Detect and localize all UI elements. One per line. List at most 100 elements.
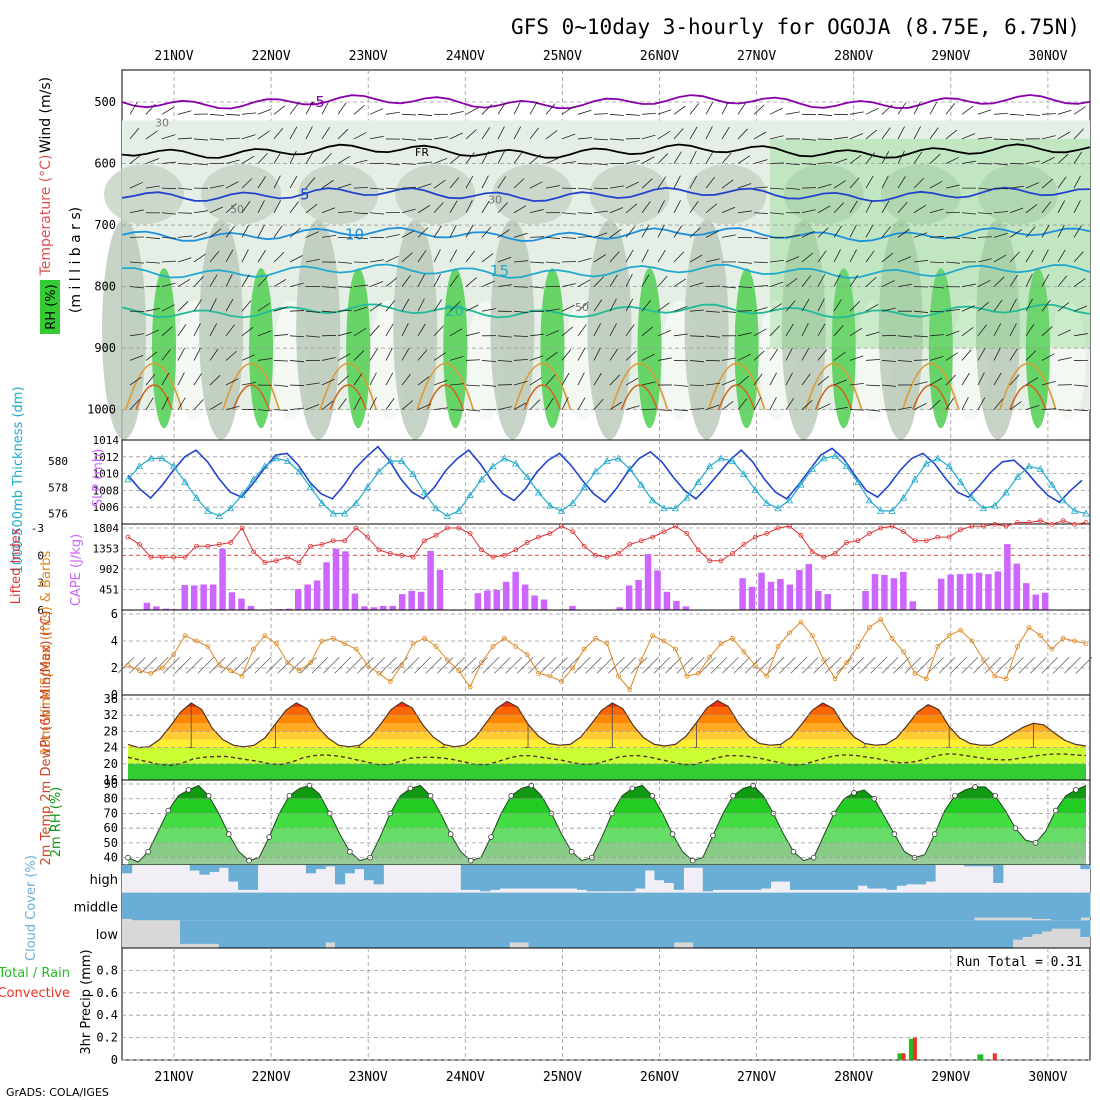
wind-tick-label: 0 bbox=[111, 688, 118, 702]
thickness-point bbox=[455, 507, 463, 514]
wind-barb bbox=[945, 236, 960, 239]
wind-barb bbox=[1057, 329, 1071, 337]
wind-speed-point bbox=[205, 644, 211, 649]
wind-barb bbox=[545, 236, 560, 239]
cape-bar bbox=[796, 570, 803, 610]
wind-barb bbox=[1025, 182, 1040, 189]
wind-barb bbox=[801, 298, 810, 312]
cloud-cell bbox=[606, 892, 617, 921]
wind-barb bbox=[321, 357, 336, 361]
wind-barb bbox=[225, 249, 234, 263]
wind-barb bbox=[305, 335, 320, 338]
wind-barb bbox=[289, 310, 305, 312]
cloud-cell bbox=[625, 892, 636, 921]
wind-barb bbox=[833, 225, 843, 238]
wind-barb bbox=[609, 374, 620, 386]
rh-blob bbox=[589, 164, 670, 225]
wind-barb bbox=[993, 323, 1002, 337]
cloud-cell bbox=[209, 920, 220, 944]
wind-barb bbox=[465, 304, 479, 312]
wind-barb bbox=[337, 183, 352, 189]
temp-bands bbox=[128, 700, 1086, 780]
wind-barb bbox=[353, 212, 368, 215]
wind-speed-point bbox=[581, 646, 587, 652]
li-point bbox=[638, 538, 644, 544]
wind-barb bbox=[849, 200, 858, 213]
cloud-cell bbox=[373, 920, 384, 948]
rh-tick-label: 70 bbox=[104, 806, 118, 820]
wind-barb bbox=[577, 109, 592, 115]
surface-wind-barb bbox=[585, 657, 602, 674]
cloud-cell bbox=[122, 865, 133, 874]
cape-bar bbox=[313, 580, 321, 610]
rh-tick-label: 90 bbox=[104, 777, 118, 791]
cloud-cell bbox=[576, 865, 588, 890]
thickness-point bbox=[489, 462, 497, 470]
wind-barb bbox=[353, 132, 367, 140]
wind-barb bbox=[529, 261, 544, 264]
top-date-labels: 21NOV 22NOV 23NOV 24NOV 25NOV 26NOV 27NOV 28NOV… bbox=[154, 49, 1067, 64]
wind-barb bbox=[849, 154, 862, 164]
cloud-cell bbox=[547, 865, 559, 889]
wind-speed-point bbox=[456, 668, 462, 674]
thickness-point bbox=[888, 507, 896, 514]
cape-bar bbox=[871, 574, 879, 610]
wind-barb bbox=[257, 302, 270, 312]
surface-wind-barb bbox=[266, 657, 283, 674]
cloud-cell bbox=[606, 920, 617, 948]
surface-wind-barb bbox=[1052, 657, 1070, 674]
surface-wind-barb bbox=[186, 657, 203, 674]
cloud-cell bbox=[877, 920, 888, 948]
li-point bbox=[228, 540, 234, 545]
wind-barb bbox=[961, 105, 974, 115]
cloud-cell bbox=[528, 920, 539, 948]
wind-barb bbox=[561, 304, 575, 312]
wind-barb bbox=[465, 409, 480, 412]
wind-barb bbox=[193, 347, 201, 361]
cloud-level-label: high bbox=[90, 873, 118, 888]
wind-barb bbox=[577, 235, 592, 238]
cloud-cell bbox=[983, 892, 994, 918]
wind-barb bbox=[833, 202, 845, 214]
wind-speed-line bbox=[127, 618, 1087, 691]
wind-barb bbox=[929, 334, 944, 337]
li-point bbox=[798, 532, 804, 538]
thickness-axis-label: 1000-500mb Thickness (dm) bbox=[11, 386, 26, 573]
wind-barb bbox=[961, 397, 969, 410]
wind-barb bbox=[737, 261, 752, 264]
cape-bar bbox=[814, 590, 822, 610]
wind-barb bbox=[865, 304, 879, 312]
wind-barb bbox=[177, 278, 191, 287]
wind-barb bbox=[145, 158, 160, 164]
slp-axis-label: SLP (mb) bbox=[91, 449, 106, 508]
wind-barb bbox=[305, 382, 320, 386]
li-point bbox=[650, 534, 656, 540]
wind-barb bbox=[785, 300, 796, 312]
wind-barb bbox=[641, 156, 655, 164]
wind-barb bbox=[449, 154, 462, 164]
li-point bbox=[1060, 518, 1066, 524]
wind-barb bbox=[929, 208, 944, 214]
li-point bbox=[422, 538, 427, 544]
wind-barb bbox=[209, 375, 221, 386]
cloud-cell bbox=[547, 892, 559, 921]
thickness-point bbox=[500, 454, 509, 462]
li-point bbox=[524, 540, 530, 545]
rh-tick-label: 80 bbox=[104, 792, 118, 806]
cape-bar bbox=[408, 590, 415, 610]
wind-barb bbox=[513, 101, 521, 115]
wind-barb bbox=[433, 352, 446, 361]
wind-barb bbox=[849, 111, 864, 115]
cloud-cell bbox=[451, 892, 462, 921]
wind-speed-point bbox=[969, 638, 975, 644]
wind-barb bbox=[417, 298, 425, 312]
cape-bar bbox=[143, 602, 151, 610]
wind-barb bbox=[1009, 298, 1017, 312]
wind-barb bbox=[1041, 274, 1050, 287]
wind-barb bbox=[177, 257, 192, 263]
thickness-point bbox=[375, 467, 383, 475]
surface-wind-barb bbox=[311, 657, 329, 674]
wind-barb bbox=[289, 282, 304, 287]
rh-point bbox=[851, 790, 857, 796]
wind-barb bbox=[721, 206, 736, 214]
